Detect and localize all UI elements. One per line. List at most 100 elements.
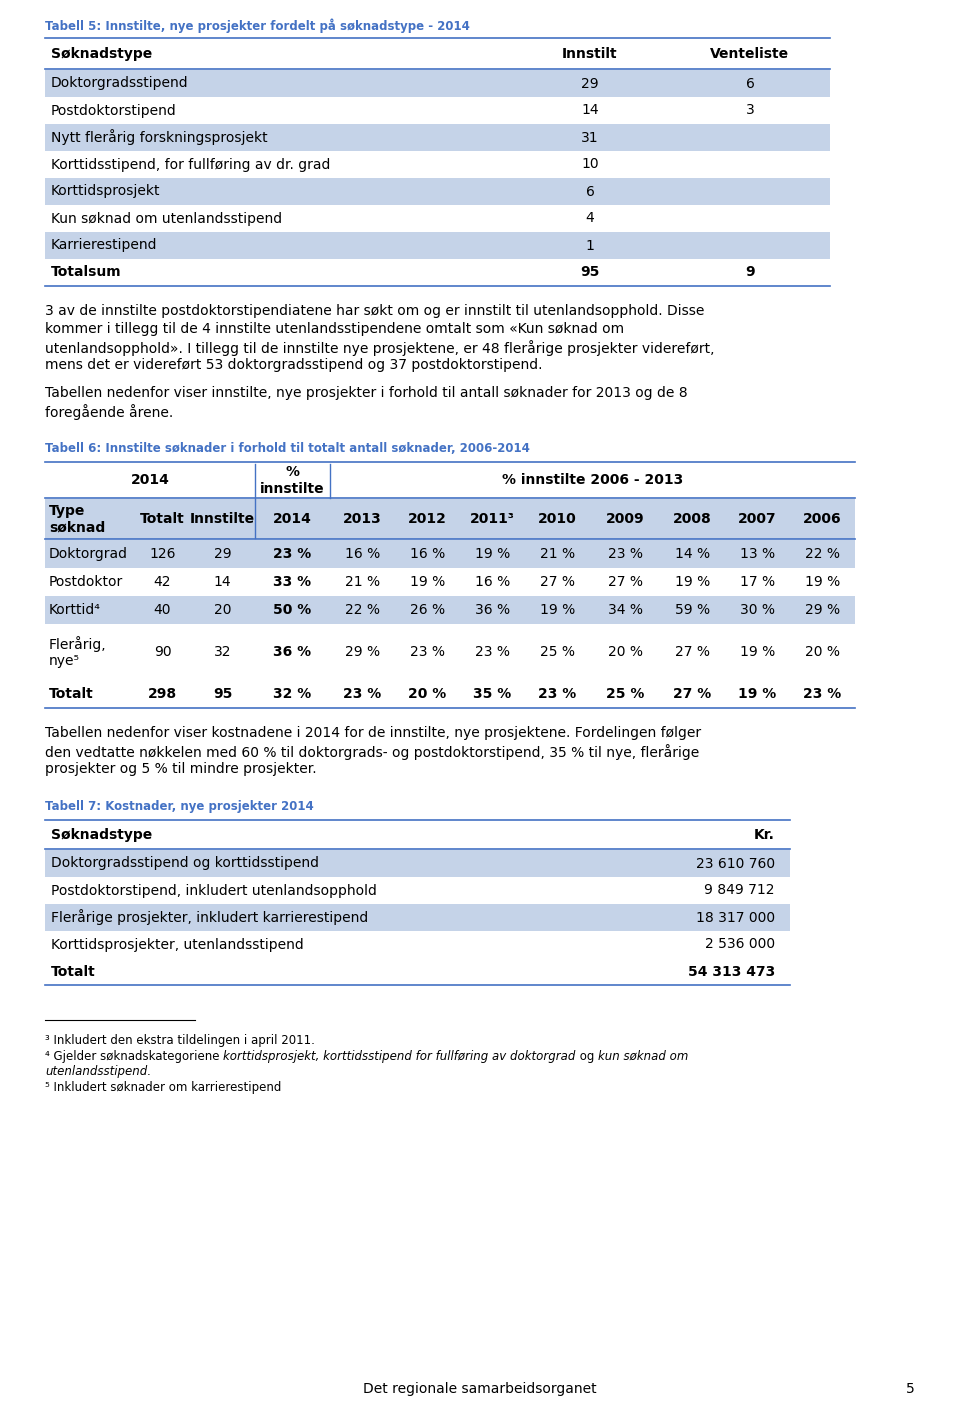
Bar <box>45 958 790 986</box>
Text: kommer i tillegg til de 4 innstilte utenlandsstipendene omtalt som «Kun søknad o: kommer i tillegg til de 4 innstilte uten… <box>45 322 624 336</box>
Text: ⁴ Gjelder søknadskategoriene: ⁴ Gjelder søknadskategoriene <box>45 1050 224 1063</box>
Bar <box>45 205 830 232</box>
Text: 2010: 2010 <box>539 512 577 526</box>
Bar <box>45 70 830 97</box>
Text: 19 %: 19 % <box>475 548 510 562</box>
Text: den vedtatte nøkkelen med 60 % til doktorgrads- og postdoktorstipend, 35 % til n: den vedtatte nøkkelen med 60 % til dokto… <box>45 744 699 760</box>
Text: Totalsum: Totalsum <box>51 265 122 279</box>
Text: 36 %: 36 % <box>274 644 312 658</box>
Text: 3: 3 <box>746 104 755 118</box>
Bar <box>45 124 830 152</box>
Text: 2014: 2014 <box>131 473 169 487</box>
Text: %
innstilte: % innstilte <box>260 465 324 496</box>
Bar <box>45 178 830 205</box>
Text: 95: 95 <box>580 265 600 279</box>
Text: Nytt flerårig forskningsprosjekt: Nytt flerårig forskningsprosjekt <box>51 129 268 146</box>
Text: 10: 10 <box>581 157 599 171</box>
Text: 2008: 2008 <box>673 512 712 526</box>
Text: Flerårige prosjekter, inkludert karrierestipend: Flerårige prosjekter, inkludert karriere… <box>51 910 369 925</box>
Text: 9: 9 <box>745 265 755 279</box>
Text: 126: 126 <box>149 548 176 562</box>
Text: Postdoktorstipend, inkludert utenlandsopphold: Postdoktorstipend, inkludert utenlandsop… <box>51 883 377 897</box>
Text: 21 %: 21 % <box>345 576 380 590</box>
Bar <box>45 931 790 958</box>
Bar <box>45 258 830 286</box>
Text: 40: 40 <box>154 602 171 616</box>
Text: 59 %: 59 % <box>675 602 710 616</box>
Text: foregående årene.: foregående årene. <box>45 404 173 420</box>
Text: Tabellen nedenfor viser innstilte, nye prosjekter i forhold til antall søknader : Tabellen nedenfor viser innstilte, nye p… <box>45 386 687 400</box>
Bar <box>45 597 855 623</box>
Text: 32: 32 <box>214 644 231 658</box>
Text: 14: 14 <box>581 104 599 118</box>
Text: 5: 5 <box>906 1382 915 1396</box>
Bar <box>45 680 855 708</box>
Bar <box>45 904 790 931</box>
Text: Tabellen nedenfor viser kostnadene i 2014 for de innstilte, nye prosjektene. For: Tabellen nedenfor viser kostnadene i 201… <box>45 726 701 740</box>
Text: 13 %: 13 % <box>740 548 775 562</box>
Text: 23 %: 23 % <box>344 687 382 701</box>
Text: 1: 1 <box>586 239 594 253</box>
Text: Det regionale samarbeidsorganet: Det regionale samarbeidsorganet <box>363 1382 597 1396</box>
Text: 20 %: 20 % <box>608 644 642 658</box>
Text: 32 %: 32 % <box>274 687 312 701</box>
Text: 22 %: 22 % <box>345 602 380 616</box>
Text: 34 %: 34 % <box>608 602 642 616</box>
Text: 298: 298 <box>148 687 177 701</box>
Text: 90: 90 <box>154 644 171 658</box>
Text: 20 %: 20 % <box>408 687 446 701</box>
Text: 14 %: 14 % <box>675 548 710 562</box>
Text: 19 %: 19 % <box>540 602 575 616</box>
Text: 9 849 712: 9 849 712 <box>705 883 775 897</box>
Text: 33 %: 33 % <box>274 576 312 590</box>
Text: 29: 29 <box>581 76 599 90</box>
Text: 25 %: 25 % <box>606 687 644 701</box>
Text: kun søknad om: kun søknad om <box>598 1050 688 1063</box>
Text: ³ Inkludert den ekstra tildelingen i april 2011.: ³ Inkludert den ekstra tildelingen i apr… <box>45 1033 315 1047</box>
Text: 6: 6 <box>746 76 755 90</box>
Text: Doktorgrad: Doktorgrad <box>49 548 128 562</box>
Text: 23 %: 23 % <box>475 644 510 658</box>
Text: 6: 6 <box>586 184 594 198</box>
Text: 29 %: 29 % <box>804 602 840 616</box>
Text: Postdoktorstipend: Postdoktorstipend <box>51 104 177 118</box>
Text: 14: 14 <box>214 576 231 590</box>
Text: 27 %: 27 % <box>540 576 575 590</box>
Text: Kun søknad om utenlandsstipend: Kun søknad om utenlandsstipend <box>51 212 282 226</box>
Text: 2012: 2012 <box>408 512 447 526</box>
Bar <box>45 878 790 904</box>
Text: % innstilte 2006 - 2013: % innstilte 2006 - 2013 <box>502 473 684 487</box>
Text: Totalt: Totalt <box>51 965 96 979</box>
Text: utenlandsstipend: utenlandsstipend <box>45 1066 147 1078</box>
Text: 29 %: 29 % <box>345 644 380 658</box>
Text: Kr.: Kr. <box>755 828 775 842</box>
Text: 23 %: 23 % <box>274 548 312 562</box>
Text: 21 %: 21 % <box>540 548 575 562</box>
Text: 2011³: 2011³ <box>470 512 515 526</box>
Text: Tabell 5: Innstilte, nye prosjekter fordelt på søknadstype - 2014: Tabell 5: Innstilte, nye prosjekter ford… <box>45 18 469 32</box>
Text: 30 %: 30 % <box>740 602 775 616</box>
Text: Doktorgradsstipend og korttidsstipend: Doktorgradsstipend og korttidsstipend <box>51 856 319 870</box>
Text: Korttidsstipend, for fullføring av dr. grad: Korttidsstipend, for fullføring av dr. g… <box>51 157 330 171</box>
Text: og: og <box>576 1050 598 1063</box>
Bar <box>45 541 855 569</box>
Text: 19 %: 19 % <box>740 644 775 658</box>
Text: Korttidsprosjekt: Korttidsprosjekt <box>51 184 160 198</box>
Text: 2006: 2006 <box>804 512 842 526</box>
Bar <box>45 569 855 597</box>
Text: 95: 95 <box>213 687 232 701</box>
Text: 20: 20 <box>214 602 231 616</box>
Text: 36 %: 36 % <box>475 602 510 616</box>
Text: Søknadstype: Søknadstype <box>51 46 153 60</box>
Text: 16 %: 16 % <box>475 576 510 590</box>
Text: Innstilte: Innstilte <box>190 512 255 526</box>
Text: 23 %: 23 % <box>539 687 577 701</box>
Text: Tabell 6: Innstilte søknader i forhold til totalt antall søknader, 2006-2014: Tabell 6: Innstilte søknader i forhold t… <box>45 442 530 455</box>
Text: utenlandsopphold». I tillegg til de innstilte nye prosjektene, er 48 flerårige p: utenlandsopphold». I tillegg til de inns… <box>45 340 714 357</box>
Bar <box>45 849 790 878</box>
Text: 23 %: 23 % <box>804 687 842 701</box>
Text: Postdoktor: Postdoktor <box>49 576 123 590</box>
Text: 22 %: 22 % <box>805 548 840 562</box>
Text: korttidsprosjekt, korttidsstipend for fullføring av doktorgrad: korttidsprosjekt, korttidsstipend for fu… <box>224 1050 576 1063</box>
Text: 19 %: 19 % <box>804 576 840 590</box>
